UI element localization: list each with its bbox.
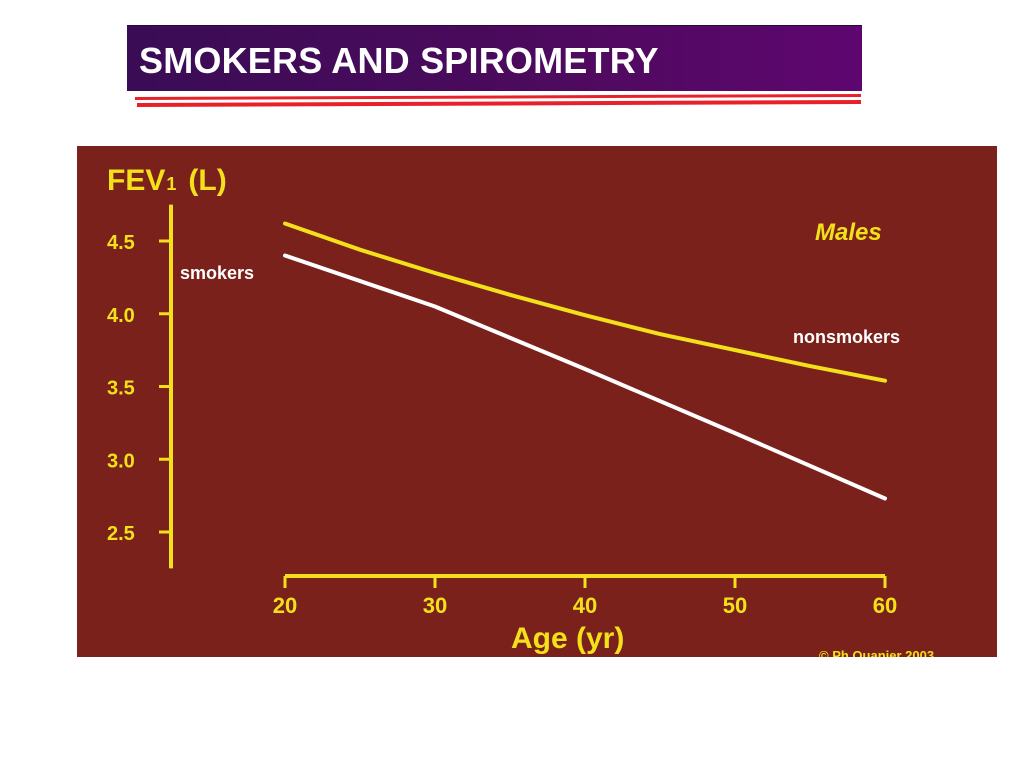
x-axis-label: Age (yr) [511, 622, 624, 655]
y-tick-label: 3.0 [107, 450, 135, 472]
series-line-smokers [283, 253, 887, 501]
y-tick-label: 4.0 [107, 305, 135, 327]
x-tick-label: 40 [573, 593, 597, 618]
copyright-text: © Ph Quanjer 2003 [819, 648, 934, 657]
underline-bar-top [135, 94, 861, 100]
y-axis-label-main: FEV [107, 164, 165, 197]
y-tick-label: 2.5 [107, 523, 135, 545]
slide-title: SMOKERS AND SPIROMETRY [139, 40, 659, 81]
y-tick-label: 4.5 [107, 232, 135, 254]
y-axis-label-sub: 1 [166, 174, 176, 194]
title-bar: SMOKERS AND SPIROMETRY [127, 25, 862, 91]
y-tick-label: 3.5 [107, 378, 135, 400]
fev1-chart: FEV1 (L) Males 4.5 4.0 3.5 3.0 2.5 20 30 40 50 60 … [77, 146, 997, 657]
chart-title: Males [815, 219, 882, 246]
x-tick-label: 60 [873, 593, 897, 618]
title-underline-rule [135, 94, 861, 107]
x-tick-label: 50 [723, 593, 747, 618]
series-lines [283, 221, 887, 501]
series-label-nonsmokers: nonsmokers [793, 327, 900, 347]
series-label-smokers: smokers [180, 263, 254, 283]
chart-svg: FEV1 (L) Males 4.54.03.53.02.520 30 40 50 60 … [107, 164, 934, 657]
x-tick-label: 30 [423, 593, 447, 618]
axes: 4.5 4.0 3.5 3.0 2.5 20 30 40 50 60 [107, 204, 897, 618]
series-line-nonsmokers [283, 221, 887, 383]
x-tick-label: 20 [273, 593, 297, 618]
underline-bar-bottom [137, 100, 861, 107]
y-axis-label-unit: (L) [188, 164, 226, 197]
y-axis-label: FEV1 (L) [107, 164, 227, 197]
